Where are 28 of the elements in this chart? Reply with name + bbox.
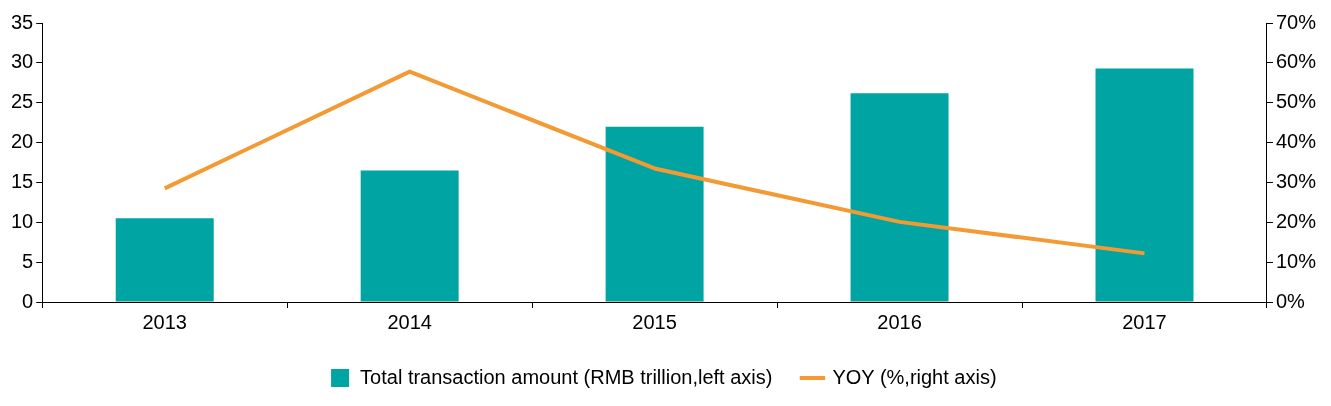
bar: [1095, 68, 1194, 302]
legend-label: Total transaction amount (RMB trillion,left axis): [360, 365, 773, 388]
y-tick-label: 0: [22, 289, 34, 312]
x-tick-label: 2016: [877, 310, 922, 333]
x-tick-label: 2015: [632, 310, 677, 333]
bar: [850, 93, 949, 302]
y-tick-label: 5: [22, 249, 34, 272]
bar: [605, 126, 704, 302]
bar: [115, 218, 214, 302]
x-tick-label: 2013: [142, 310, 187, 333]
y2-tick-label: 10%: [1275, 249, 1317, 272]
x-tick-label: 2017: [1122, 310, 1167, 333]
y2-tick-label: 70%: [1275, 10, 1317, 33]
y2-tick-label: 50%: [1275, 90, 1317, 113]
x-tick-label: 2014: [387, 310, 432, 333]
y2-tick-label: 20%: [1275, 209, 1317, 232]
y-tick-label: 15: [11, 169, 34, 192]
legend-label: YOY (%,right axis): [832, 365, 997, 388]
y-tick-label: 20: [11, 130, 34, 153]
y2-tick-label: 30%: [1275, 169, 1317, 192]
y-tick-label: 25: [11, 90, 34, 113]
y2-tick-label: 0%: [1275, 289, 1306, 312]
y2-tick-label: 60%: [1275, 50, 1317, 73]
y-tick-label: 30: [11, 50, 34, 73]
y-tick-label: 10: [11, 209, 34, 232]
y2-tick-label: 40%: [1275, 130, 1317, 153]
y-tick-label: 35: [11, 10, 34, 33]
bar: [360, 170, 459, 302]
